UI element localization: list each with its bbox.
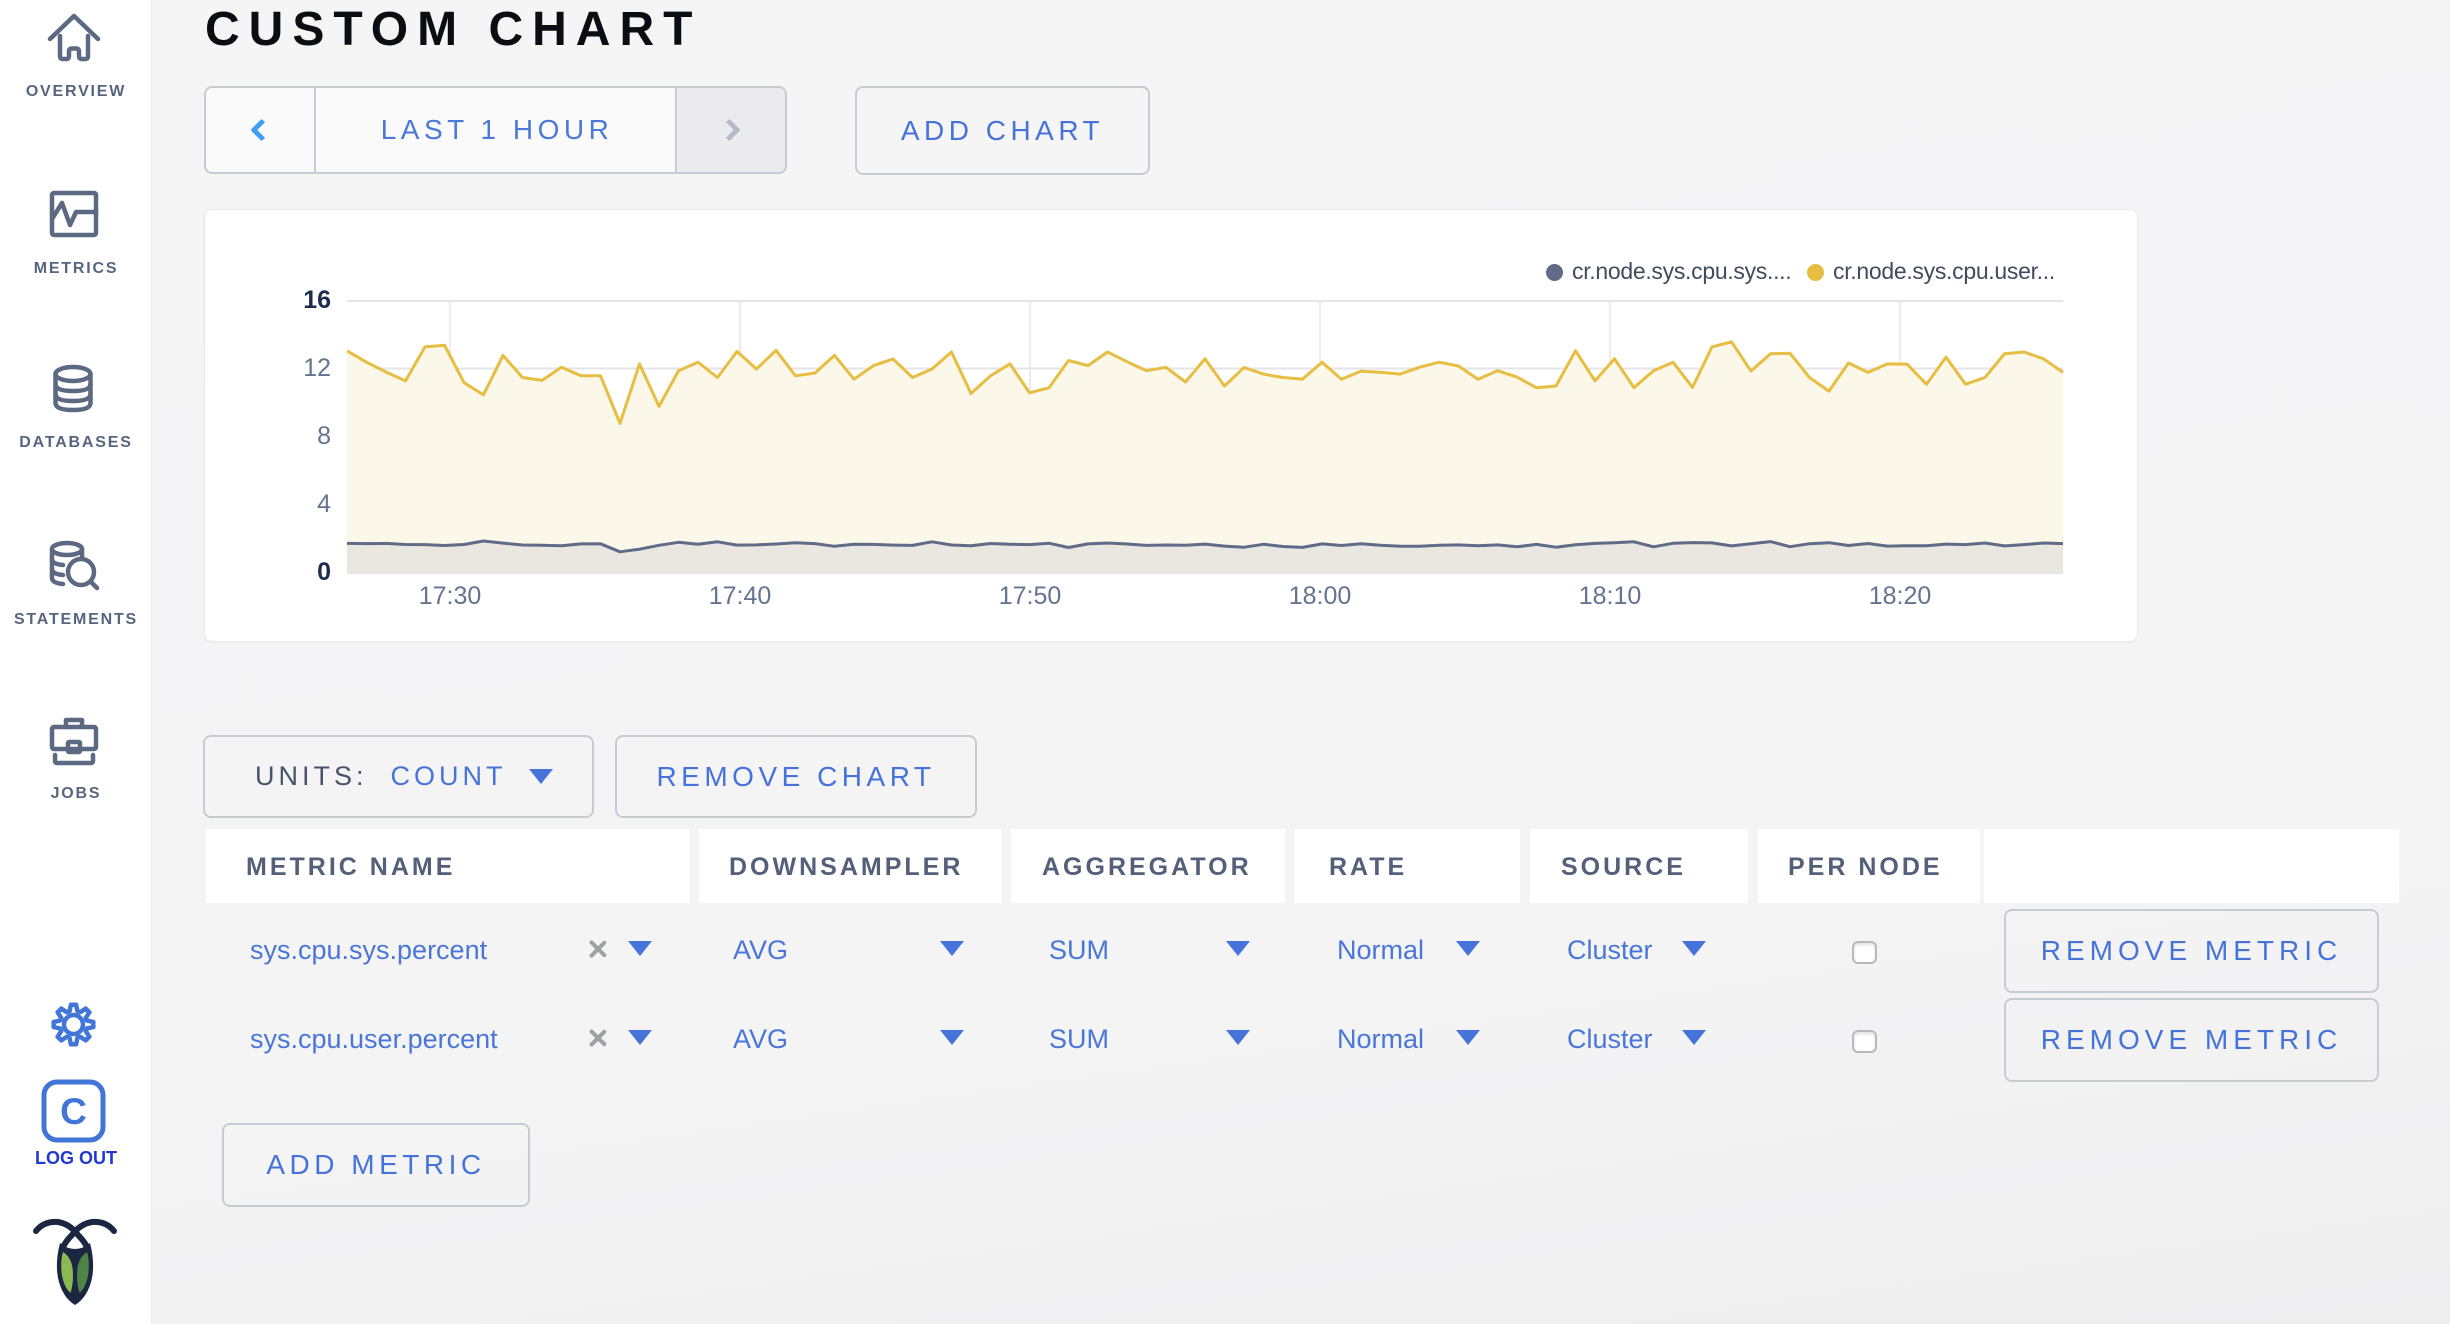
svg-text:C: C [60, 1091, 87, 1132]
